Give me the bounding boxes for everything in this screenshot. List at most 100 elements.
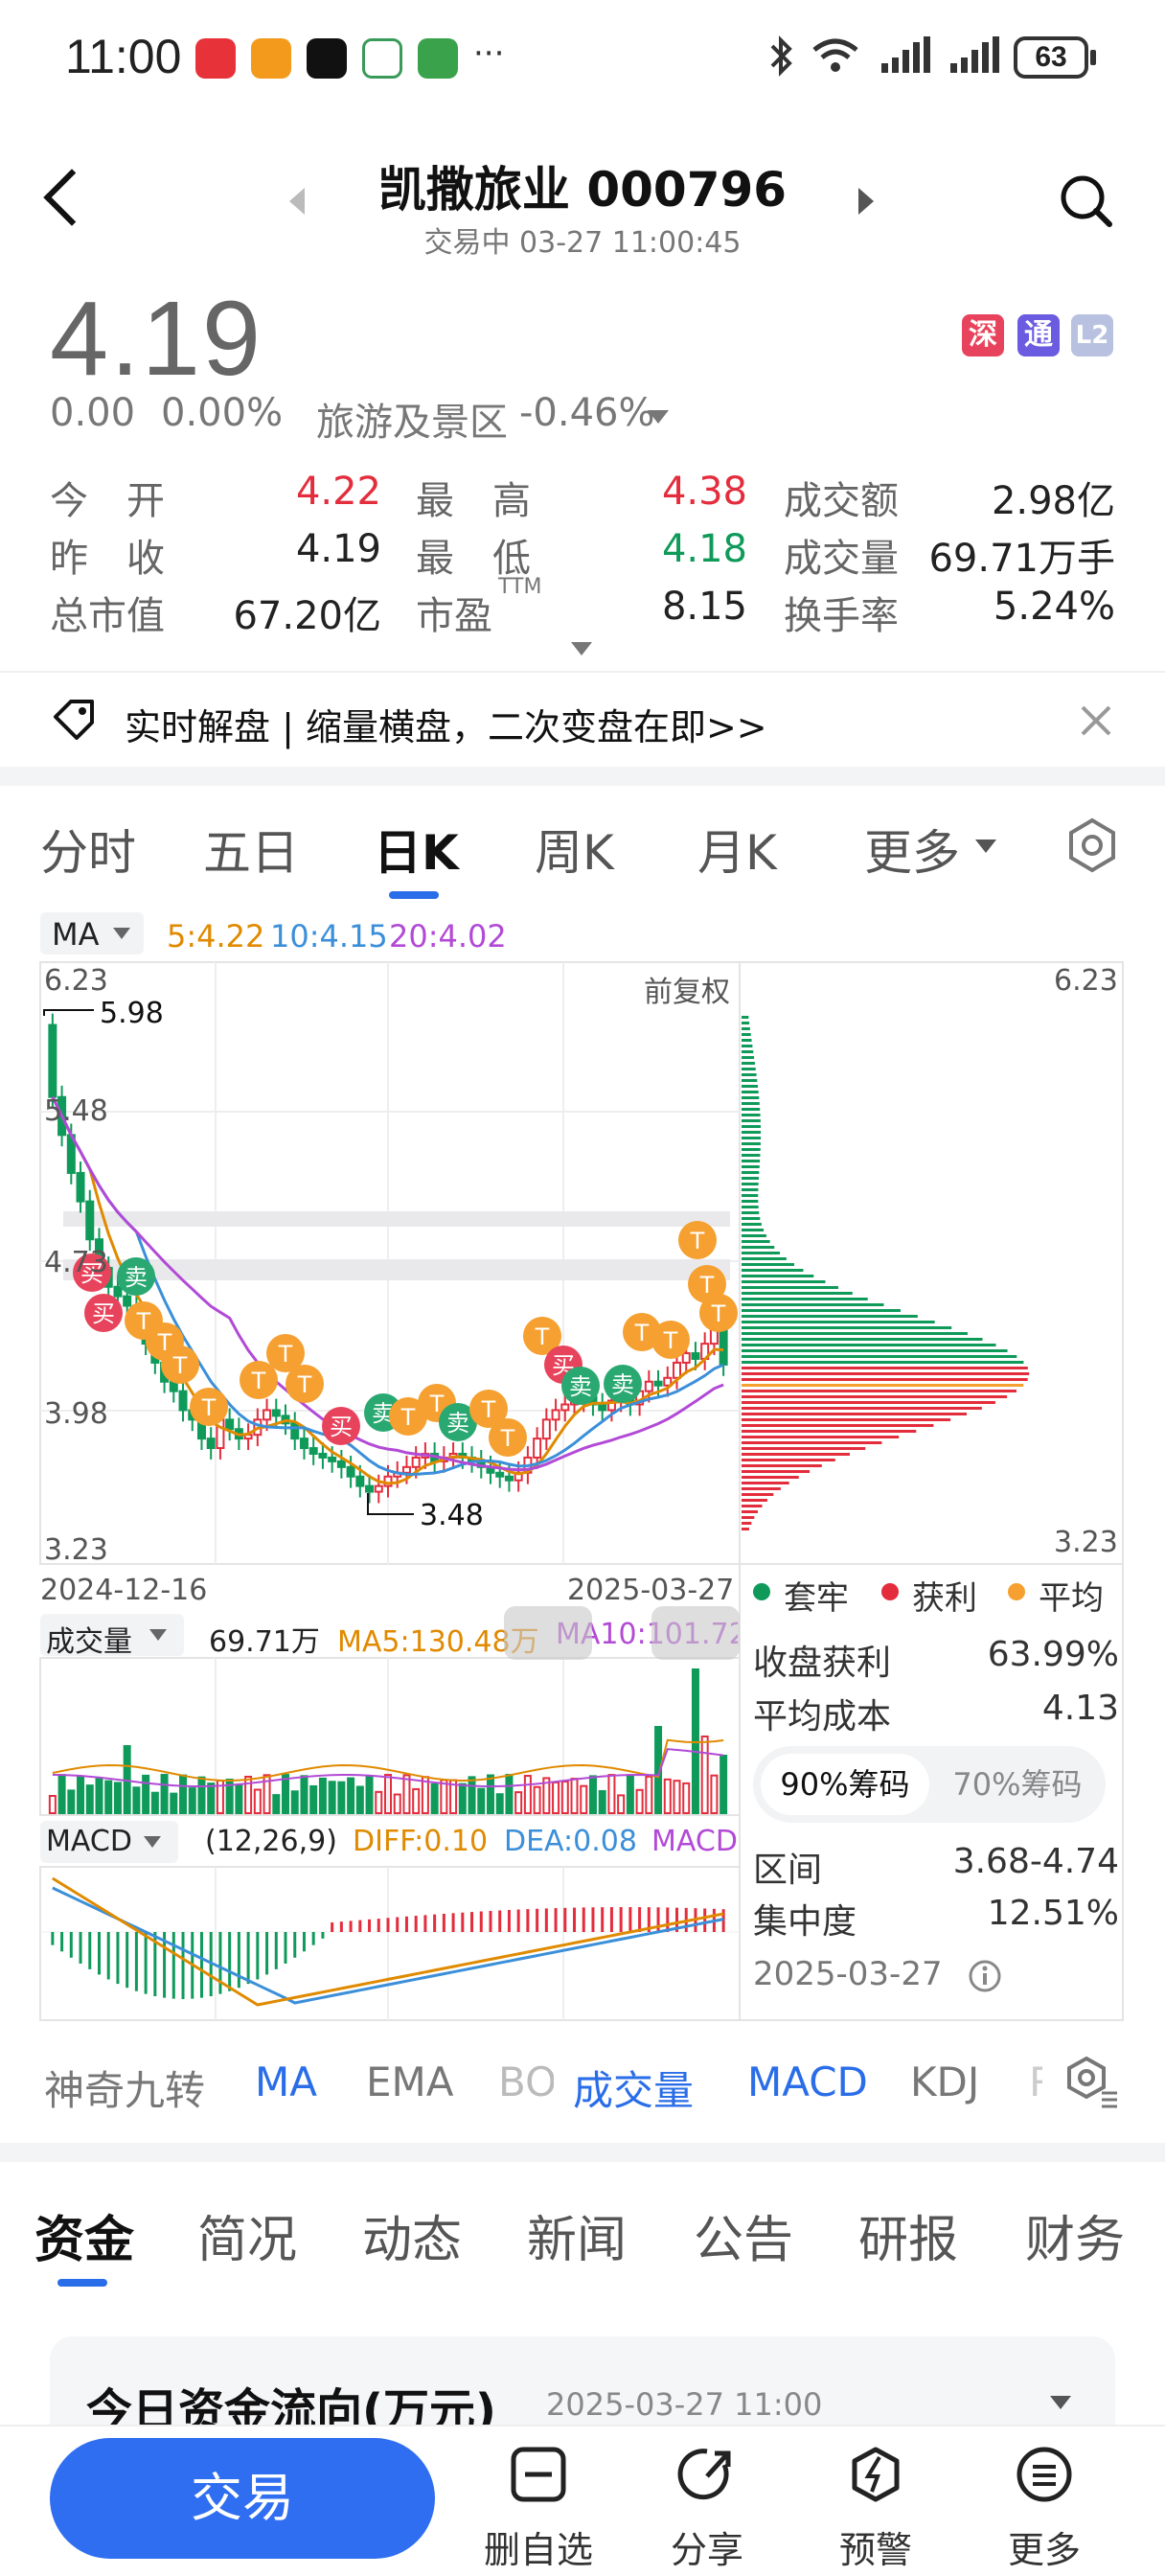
stat-label: 昨 收 bbox=[50, 537, 165, 581]
stat-turnover-rate: 5.24% bbox=[993, 585, 1115, 629]
volume-bar bbox=[673, 1780, 681, 1814]
chip-bar bbox=[742, 1177, 759, 1180]
chevron-down-icon[interactable] bbox=[1050, 2396, 1071, 2409]
tab-daily-k[interactable]: 日K bbox=[374, 825, 459, 881]
adjust-mode[interactable]: 前复权 bbox=[644, 976, 730, 1009]
active-tab-indicator bbox=[389, 891, 439, 899]
tab-ema[interactable]: EMA bbox=[366, 2058, 454, 2105]
volume-bar bbox=[355, 1785, 364, 1814]
tab-rsi[interactable]: R bbox=[1029, 2058, 1042, 2105]
tab-fund[interactable]: 资金 bbox=[34, 2212, 135, 2269]
candle-body bbox=[308, 1447, 318, 1455]
signal-bubble bbox=[117, 1257, 155, 1296]
expand-stats-icon[interactable] bbox=[571, 642, 592, 656]
tab-more[interactable]: 更多 bbox=[864, 825, 960, 881]
tab-intraday[interactable]: 分时 bbox=[40, 825, 136, 881]
expand-chart-button[interactable] bbox=[651, 1606, 740, 1660]
indicator-settings-icon[interactable] bbox=[1063, 2055, 1121, 2108]
tab-magic-nine[interactable]: 神奇九转 bbox=[44, 2067, 206, 2114]
volume-bar bbox=[477, 1787, 486, 1815]
volume-bar bbox=[142, 1774, 150, 1814]
chip-bar bbox=[742, 1464, 822, 1467]
search-icon[interactable] bbox=[1058, 172, 1115, 230]
tab-news[interactable]: 新闻 bbox=[527, 2212, 628, 2269]
orange-app-icon bbox=[251, 38, 291, 79]
tab-ma[interactable]: MA bbox=[255, 2058, 317, 2105]
chip-bar bbox=[742, 1436, 900, 1438]
trade-button[interactable]: 交易 bbox=[50, 2438, 435, 2559]
candle-body bbox=[644, 1380, 653, 1392]
chip-bar bbox=[742, 1505, 763, 1507]
tab-kdj[interactable]: KDJ bbox=[910, 2058, 980, 2105]
chip-bar bbox=[742, 1522, 752, 1525]
battery-icon: 63 bbox=[1014, 36, 1096, 79]
landscape-button[interactable] bbox=[504, 1606, 592, 1660]
tab-news-flash[interactable]: 动态 bbox=[362, 2212, 463, 2269]
date-start: 2024-12-16 bbox=[40, 1574, 208, 1607]
chip-label: 区间 bbox=[753, 1851, 823, 1890]
avg-cost: 4.13 bbox=[1041, 1689, 1119, 1728]
settings-icon[interactable] bbox=[1063, 816, 1121, 874]
more-dropdown-icon[interactable] bbox=[975, 840, 996, 853]
tab-finance[interactable]: 财务 bbox=[1025, 2212, 1126, 2269]
candle-body bbox=[663, 1376, 673, 1387]
section-divider bbox=[0, 2143, 1165, 2162]
chip-bar bbox=[742, 1125, 761, 1128]
section-divider bbox=[0, 767, 1165, 786]
chip-bar bbox=[742, 1022, 750, 1024]
signal-bubble-label: T bbox=[429, 1391, 445, 1417]
candle-body bbox=[263, 1409, 272, 1421]
signal-bubble-label: T bbox=[297, 1371, 312, 1398]
candle-body bbox=[355, 1475, 365, 1487]
volume-bar bbox=[617, 1794, 626, 1815]
next-stock-icon[interactable] bbox=[858, 188, 874, 215]
candle-body bbox=[48, 1024, 57, 1098]
signal-icon bbox=[881, 36, 930, 73]
tab-volume[interactable]: 成交量 bbox=[573, 2067, 695, 2114]
price-change-pct: 0.00% bbox=[161, 391, 284, 435]
chip-bar bbox=[742, 1142, 761, 1145]
candle-body bbox=[653, 1380, 663, 1387]
volume-selector[interactable]: 成交量 bbox=[40, 1614, 184, 1659]
tab-research[interactable]: 研报 bbox=[858, 2212, 959, 2269]
candle-body bbox=[216, 1418, 225, 1450]
resistance-band bbox=[63, 1259, 730, 1280]
stock-header: 凯撒旅业 000796 交易中 03-27 11:00:45 bbox=[0, 134, 1165, 268]
legend-dot bbox=[881, 1583, 899, 1600]
tab-weekly-k[interactable]: 周K bbox=[535, 825, 614, 881]
candle-body bbox=[533, 1438, 542, 1459]
ma-selector[interactable]: MA bbox=[40, 912, 144, 954]
tab-overview[interactable]: 简况 bbox=[197, 2212, 298, 2269]
sector-dropdown-icon[interactable] bbox=[648, 410, 669, 424]
signal-bubble-label: 卖 bbox=[125, 1264, 148, 1291]
tab-boll[interactable]: BO bbox=[498, 2058, 554, 2105]
tab-macd[interactable]: MACD bbox=[747, 2058, 868, 2105]
volume-bar bbox=[635, 1788, 644, 1814]
sector-name[interactable]: 旅游及景区 bbox=[316, 401, 508, 445]
y-axis-bottom: 3.23 bbox=[44, 1533, 108, 1567]
candle-body bbox=[495, 1471, 505, 1478]
macd-tail: MACD bbox=[651, 1825, 738, 1858]
news-banner[interactable]: 实时解盘 | 缩量横盘，二次变盘在即>> bbox=[0, 671, 1165, 767]
signal-bubble-label: T bbox=[690, 1228, 705, 1254]
candle-body bbox=[541, 1418, 551, 1440]
candle-body bbox=[504, 1475, 514, 1482]
prev-stock-icon[interactable] bbox=[289, 188, 305, 215]
signal-bubble-label: T bbox=[634, 1320, 650, 1346]
close-icon[interactable] bbox=[1077, 702, 1115, 740]
signal-bubble-label: 卖 bbox=[611, 1371, 634, 1398]
stat-label: 总市值 bbox=[50, 594, 165, 638]
toggle-70[interactable]: 70%筹码 bbox=[952, 1766, 1083, 1803]
sector-change[interactable]: -0.46% bbox=[519, 391, 655, 435]
chip-y-bottom: 3.23 bbox=[1054, 1526, 1118, 1559]
chip-bar bbox=[742, 1257, 787, 1260]
toggle-90[interactable]: 90%筹码 bbox=[761, 1754, 929, 1815]
info-icon[interactable] bbox=[968, 1959, 1002, 1993]
macd-selector[interactable]: MACD bbox=[40, 1821, 178, 1863]
chevron-down-icon bbox=[149, 1629, 167, 1641]
volume-bar bbox=[309, 1784, 318, 1815]
kline-chart[interactable]: 买卖买 TTTTTTT买卖 T T卖 TTT买卖 卖T TTTT bbox=[0, 901, 1165, 2032]
tab-monthly-k[interactable]: 月K bbox=[697, 825, 777, 881]
tab-five-day[interactable]: 五日 bbox=[203, 825, 299, 881]
tab-announcement[interactable]: 公告 bbox=[694, 2212, 794, 2269]
